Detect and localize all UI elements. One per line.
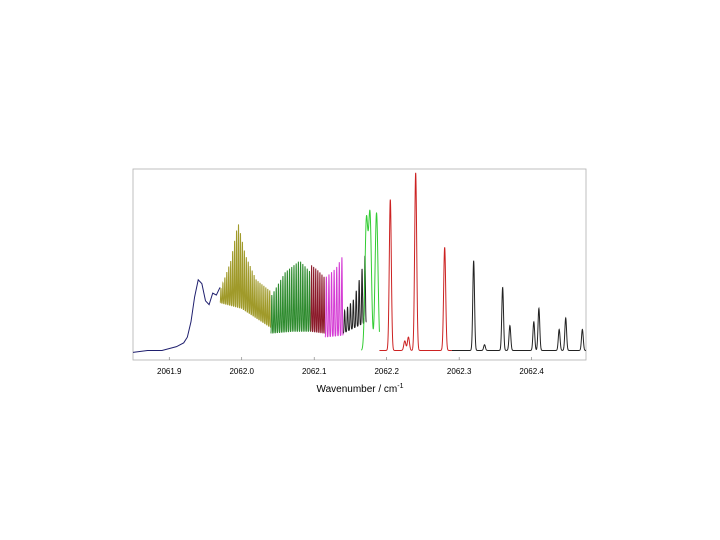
- series-line-2: [219, 224, 272, 328]
- series-line-7: [360, 209, 380, 351]
- x-tick-label-3: 2062.1: [302, 367, 327, 376]
- plot-frame: [132, 168, 587, 361]
- series-line-1: [132, 278, 221, 353]
- x-tick-label-4: 2062.2: [374, 367, 399, 376]
- x-tick-label-1: 2061.9: [157, 367, 182, 376]
- x-tick-label-2: 2062.0: [229, 367, 254, 376]
- x-axis-title-superscript: -1: [397, 383, 403, 390]
- x-tick-label-5: 2062.3: [447, 367, 472, 376]
- series-line-5: [324, 257, 344, 338]
- x-axis-title: Wavenumber / cm-1: [317, 383, 404, 395]
- series-line-4: [310, 265, 326, 334]
- series-line-3: [270, 261, 311, 334]
- series-layer: [132, 172, 587, 353]
- series-line-6: [342, 255, 367, 334]
- x-axis-ticks: 2061.9 2062.0 2062.1 2062.2 2062.3 2062.4: [157, 357, 544, 376]
- x-tick-label-6: 2062.4: [519, 367, 544, 376]
- series-line-8: [379, 172, 452, 351]
- series-line-9: [451, 260, 587, 351]
